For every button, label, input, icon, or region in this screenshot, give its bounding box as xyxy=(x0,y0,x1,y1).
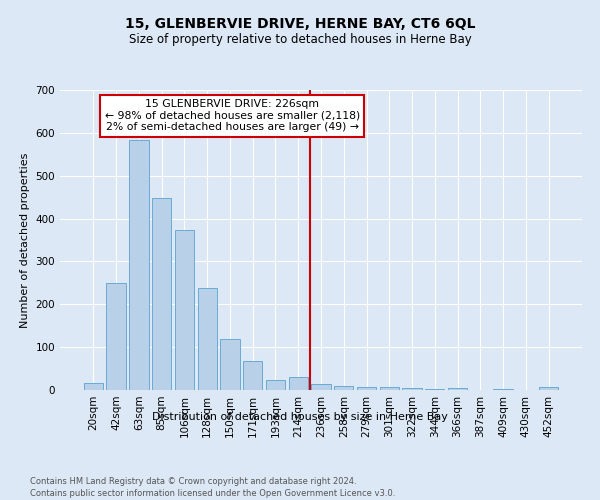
Bar xyxy=(425,388,445,390)
Bar xyxy=(448,388,467,390)
Text: Distribution of detached houses by size in Herne Bay: Distribution of detached houses by size … xyxy=(152,412,448,422)
Bar xyxy=(403,388,422,390)
Bar xyxy=(129,140,149,390)
Bar xyxy=(493,389,513,390)
Bar xyxy=(220,338,239,390)
Bar xyxy=(84,382,103,390)
Y-axis label: Number of detached properties: Number of detached properties xyxy=(20,152,30,328)
Bar xyxy=(266,380,285,390)
Bar xyxy=(175,230,194,390)
Bar xyxy=(357,387,376,390)
Bar xyxy=(380,386,399,390)
Bar xyxy=(106,283,126,390)
Bar xyxy=(334,386,353,390)
Bar xyxy=(289,377,308,390)
Bar xyxy=(197,288,217,390)
Bar xyxy=(152,198,172,390)
Text: 15 GLENBERVIE DRIVE: 226sqm
← 98% of detached houses are smaller (2,118)
2% of s: 15 GLENBERVIE DRIVE: 226sqm ← 98% of det… xyxy=(104,99,360,132)
Bar xyxy=(539,388,558,390)
Text: Contains public sector information licensed under the Open Government Licence v3: Contains public sector information licen… xyxy=(30,489,395,498)
Text: Size of property relative to detached houses in Herne Bay: Size of property relative to detached ho… xyxy=(128,32,472,46)
Bar xyxy=(243,361,262,390)
Text: Contains HM Land Registry data © Crown copyright and database right 2024.: Contains HM Land Registry data © Crown c… xyxy=(30,478,356,486)
Text: 15, GLENBERVIE DRIVE, HERNE BAY, CT6 6QL: 15, GLENBERVIE DRIVE, HERNE BAY, CT6 6QL xyxy=(125,18,475,32)
Bar xyxy=(311,384,331,390)
